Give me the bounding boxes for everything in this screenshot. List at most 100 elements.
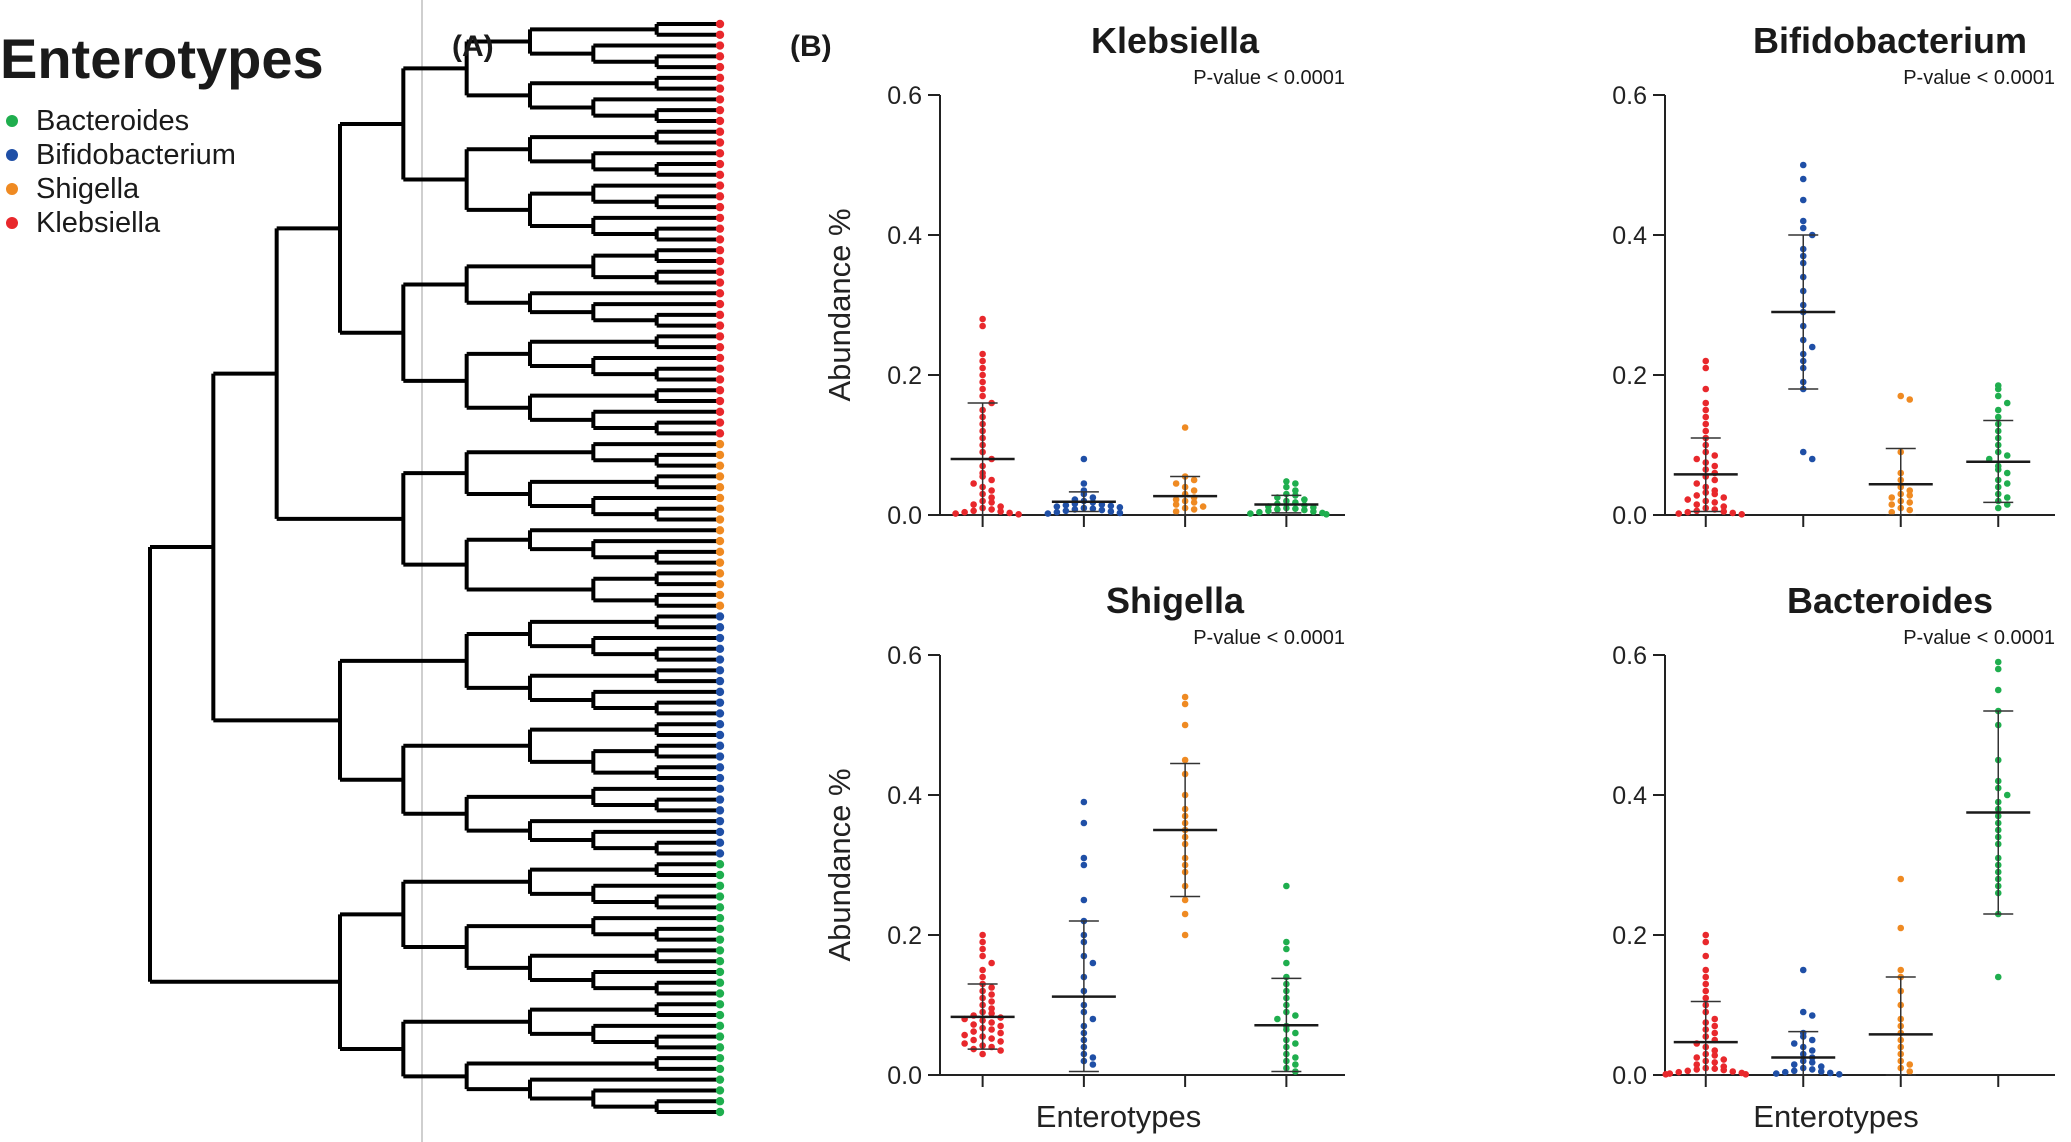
data-point (1994, 665, 2002, 673)
dendrogram-tip (715, 1043, 725, 1052)
data-point (1799, 175, 1807, 183)
legend-dot-icon (6, 183, 18, 195)
data-point (1906, 499, 1914, 506)
dendrogram-tip (715, 407, 725, 417)
dendrogram-tip (715, 138, 725, 147)
dendrogram-tip (715, 386, 725, 395)
data-point (1702, 427, 1710, 435)
data-point (979, 973, 986, 981)
data-point (1994, 686, 2002, 694)
data-point (1301, 506, 1308, 514)
panel-label-b: (B) (790, 30, 832, 63)
data-point (1720, 494, 1728, 501)
data-point (1283, 483, 1290, 491)
data-point (1693, 480, 1701, 487)
dendrogram-tip (715, 795, 725, 804)
legend-item-bacteroides: Bacteroides (6, 104, 236, 138)
data-point (979, 371, 986, 379)
data-point (1190, 499, 1198, 506)
data-point (979, 378, 986, 386)
data-point (1292, 480, 1299, 487)
y-tick-label: 0.0 (1612, 1062, 1647, 1090)
dendrogram-tip (715, 1032, 725, 1041)
dendrogram-tip (715, 730, 725, 740)
data-point (2003, 399, 2011, 407)
data-point (988, 1035, 995, 1042)
data-point (979, 952, 986, 960)
data-point (2003, 452, 2011, 459)
data-point (1817, 1068, 1825, 1075)
data-point (970, 501, 977, 508)
data-point (988, 487, 995, 494)
data-point (1711, 1022, 1719, 1030)
dendrogram-tip (715, 870, 725, 880)
data-point (1089, 494, 1097, 501)
y-tick-label: 0.4 (887, 782, 922, 810)
data-point (1199, 503, 1207, 510)
data-point (1781, 1068, 1789, 1076)
y-tick-label: 0.0 (1612, 502, 1647, 530)
data-point (1292, 1061, 1299, 1068)
dendrogram-tip (715, 1086, 725, 1095)
dendrogram-tip (715, 956, 725, 966)
data-point (1799, 161, 1807, 169)
data-point (1116, 509, 1124, 517)
dendrogram-tip (715, 418, 725, 427)
chart-shigella: Shigella P-value < 0.0001 0.0 0.2 0.4 0.6 Abun… (822, 580, 1345, 1134)
data-point (1080, 819, 1088, 827)
data-point (1274, 1015, 1281, 1023)
data-point (1181, 910, 1189, 918)
dendrogram-tip (715, 709, 725, 718)
data-point (1711, 1015, 1719, 1023)
data-point (988, 984, 995, 991)
y-tick-label: 0.6 (1612, 82, 1647, 110)
dendrogram-tip (715, 924, 725, 934)
data-point (1702, 406, 1710, 414)
data-point (1994, 973, 2002, 981)
dendrogram-tip (715, 202, 725, 212)
dendrogram-tip (715, 192, 725, 201)
data-point (1181, 756, 1189, 764)
data-point (1006, 509, 1013, 517)
data-point (1702, 973, 1710, 981)
data-point (1906, 506, 1914, 514)
data-point (1897, 875, 1905, 883)
legend: Bacteroides Bifidobacterium Shigella Kle… (6, 104, 236, 240)
data-point (1172, 501, 1180, 508)
data-point (1729, 1068, 1737, 1075)
dendrogram-tip (715, 181, 725, 190)
y-axis-label: Abundance % (822, 768, 857, 961)
data-point (1323, 511, 1330, 518)
data-point (1274, 506, 1281, 513)
dendrogram-tip (715, 19, 725, 29)
dendrogram-tip (715, 1097, 725, 1106)
data-point (1662, 1071, 1670, 1078)
data-point (961, 508, 968, 516)
dendrogram-tip (715, 946, 725, 955)
data-point (1283, 882, 1290, 890)
data-point (1181, 700, 1189, 708)
data-point (988, 506, 995, 513)
dendrogram-tip (715, 806, 725, 815)
dendrogram-tip (715, 536, 725, 546)
data-point (1702, 399, 1710, 407)
data-point (1107, 502, 1115, 510)
data-point (1702, 994, 1710, 1002)
data-point (1826, 1069, 1834, 1077)
data-point (1292, 1054, 1299, 1061)
data-point (1693, 1054, 1701, 1061)
legend-label: Klebsiella (36, 207, 161, 239)
data-point (1711, 462, 1719, 470)
dendrogram-tip (715, 95, 725, 104)
data-point (997, 1022, 1004, 1030)
dendrogram-tip (715, 461, 725, 470)
data-point (2003, 791, 2011, 799)
y-tick-label: 0.4 (1612, 222, 1647, 250)
chart-title: Bacteroides (1787, 580, 1993, 621)
dot-plots: Klebsiella P-value < 0.0001 0.0 0.2 0.4 0.6 Ab… (822, 20, 2055, 1134)
dendrogram-tip (715, 1053, 725, 1063)
data-point (1906, 1061, 1914, 1068)
y-tick-label: 0.4 (1612, 782, 1647, 810)
data-point (1256, 508, 1263, 516)
data-point (1080, 455, 1088, 463)
